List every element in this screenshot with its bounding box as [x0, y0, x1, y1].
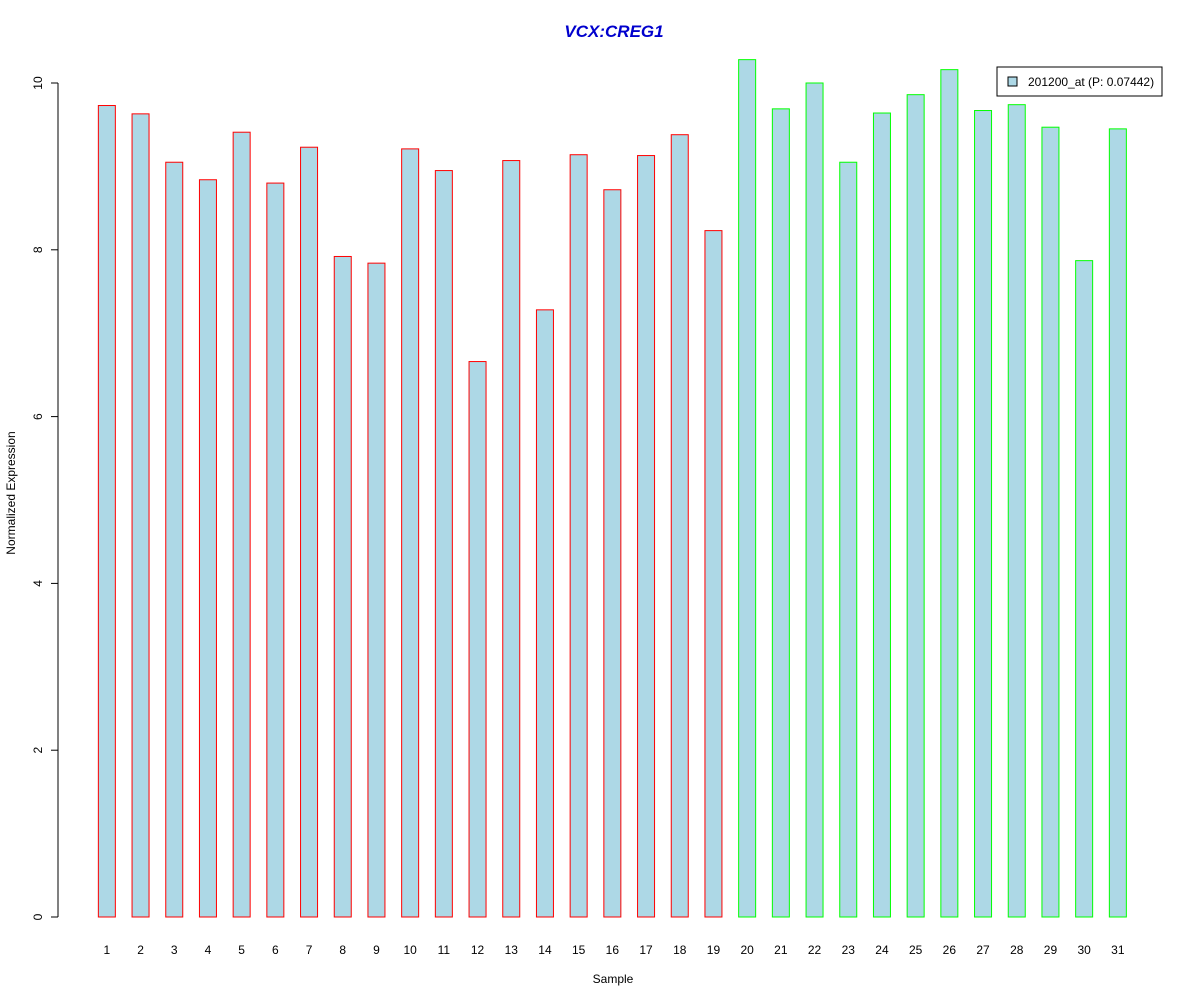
- x-tick-labels: 1 2 3 4 5 6 7 8 9 10 11 12 13 14 15 16 17 18 19 20 21 22 23 24 2…: [104, 943, 1125, 957]
- bar-sample-8: [333, 255, 352, 918]
- x-tick-label: 13: [505, 943, 519, 957]
- x-tick-label: 14: [538, 943, 552, 957]
- legend-box: [996, 66, 1163, 97]
- x-tick-label: 18: [673, 943, 687, 957]
- x-tick-label: 24: [875, 943, 889, 957]
- x-tick-label: 26: [943, 943, 957, 957]
- bar-sample-22: [805, 82, 824, 918]
- x-tick-label: 1: [104, 943, 111, 957]
- bar-sample-28: [1007, 104, 1026, 918]
- x-tick-label: 20: [740, 943, 754, 957]
- y-tick-label: 6: [31, 413, 45, 420]
- x-tick-label: 23: [842, 943, 856, 957]
- legend-label: 201200_at (P: 0.07442): [1028, 75, 1154, 89]
- chart-title: VCX:CREG1: [564, 22, 663, 41]
- bar-sample-16: [603, 189, 622, 918]
- x-tick-label: 7: [306, 943, 313, 957]
- bar-sample-24: [872, 112, 891, 918]
- x-tick-label: 30: [1077, 943, 1091, 957]
- bar-sample-12: [468, 361, 487, 918]
- x-tick-label: 25: [909, 943, 923, 957]
- bar-sample-19: [704, 230, 723, 918]
- x-tick-label: 19: [707, 943, 721, 957]
- x-tick-label: 11: [438, 943, 451, 957]
- x-tick-label: 21: [774, 943, 788, 957]
- bar-sample-25: [906, 94, 925, 918]
- x-tick-label: 6: [272, 943, 279, 957]
- bar-sample-14: [535, 309, 554, 918]
- x-tick-label: 15: [572, 943, 586, 957]
- x-tick-label: 17: [639, 943, 653, 957]
- y-tick-label: 8: [31, 246, 45, 253]
- y-tick-label: 2: [31, 747, 45, 754]
- x-tick-label: 29: [1044, 943, 1058, 957]
- x-tick-label: 22: [808, 943, 822, 957]
- x-tick-label: 10: [403, 943, 417, 957]
- y-axis: 0 2 4 6 8 10: [31, 76, 59, 920]
- bar-sample-18: [670, 134, 689, 918]
- bar-sample-23: [839, 161, 858, 918]
- legend: 201200_at (P: 0.07442): [996, 66, 1163, 97]
- y-tick-label: 10: [31, 76, 45, 90]
- legend-swatch: [1007, 76, 1018, 87]
- x-tick-label: 2: [137, 943, 144, 957]
- bar-sample-29: [1041, 126, 1060, 918]
- bar-sample-27: [974, 110, 993, 918]
- bar-sample-6: [266, 182, 285, 918]
- y-tick-label: 0: [31, 913, 45, 920]
- bars-group: [97, 59, 1127, 918]
- x-tick-label: 16: [606, 943, 620, 957]
- y-tick-label: 4: [31, 580, 45, 587]
- x-tick-label: 27: [976, 943, 990, 957]
- x-tick-label: 3: [171, 943, 178, 957]
- bar-sample-4: [198, 179, 217, 918]
- bar-sample-5: [232, 131, 251, 918]
- bar-sample-30: [1075, 260, 1094, 918]
- x-tick-label: 4: [205, 943, 212, 957]
- x-tick-label: 5: [238, 943, 245, 957]
- x-tick-label: 12: [471, 943, 485, 957]
- x-tick-label: 9: [373, 943, 380, 957]
- bar-sample-9: [367, 262, 386, 918]
- bar-sample-26: [940, 69, 959, 918]
- bar-sample-10: [401, 148, 420, 918]
- x-axis-label: Sample: [593, 972, 634, 986]
- bar-sample-21: [771, 108, 790, 918]
- bar-sample-11: [434, 170, 453, 918]
- bar-sample-15: [569, 154, 588, 918]
- bar-sample-7: [300, 146, 319, 918]
- x-tick-label: 31: [1111, 943, 1125, 957]
- bar-sample-1: [97, 105, 116, 918]
- bar-sample-3: [165, 161, 184, 918]
- y-axis-label: Normalized Expression: [4, 431, 18, 554]
- bar-sample-31: [1108, 128, 1127, 918]
- x-tick-label: 8: [339, 943, 346, 957]
- bar-sample-17: [637, 155, 656, 918]
- bar-sample-20: [738, 59, 757, 918]
- x-tick-label: 28: [1010, 943, 1024, 957]
- bar-sample-13: [502, 160, 521, 918]
- bar-sample-2: [131, 113, 150, 918]
